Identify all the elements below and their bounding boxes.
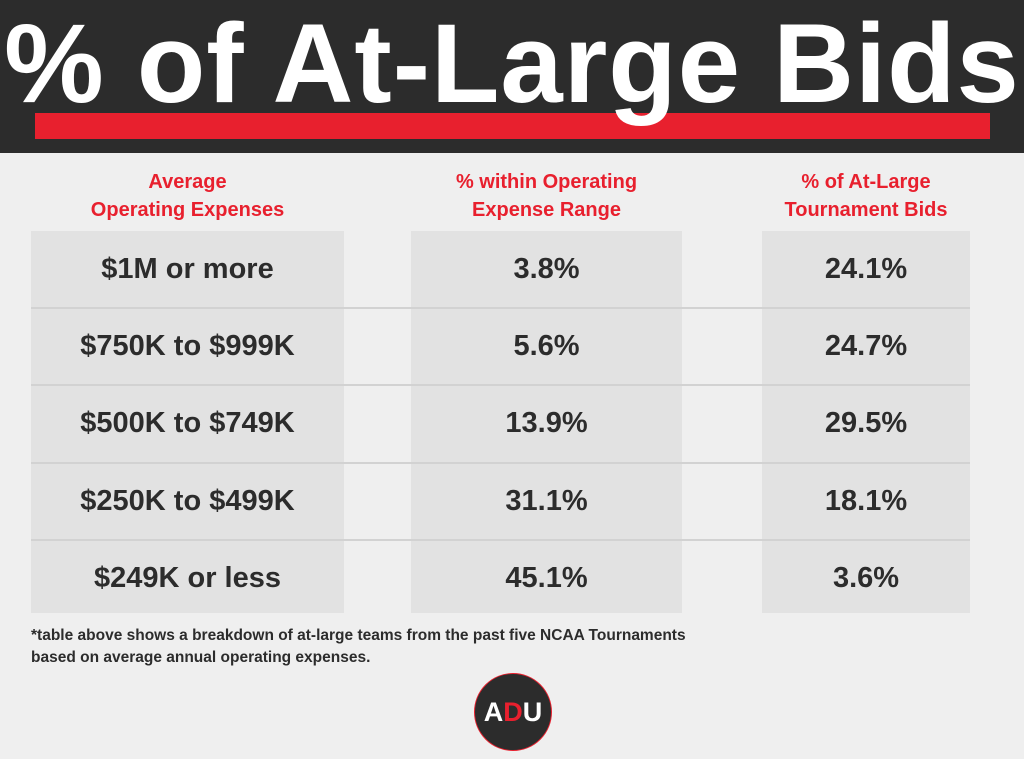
- header-line: Expense Range: [472, 199, 621, 221]
- cell-percent-within-range: 3.8%: [513, 253, 580, 285]
- cell-percent-within-range: 31.1%: [505, 484, 588, 517]
- header-line: % within Operating: [455, 171, 638, 193]
- cell-percent-at-large-bids: 3.6%: [832, 561, 900, 594]
- cell-operating-expenses: $750K to $999K: [80, 330, 295, 363]
- adu-logo: ADU: [474, 673, 552, 751]
- header-line: Operating Expenses: [90, 199, 285, 221]
- cell-operating-expenses: $500K to $749K: [80, 407, 295, 440]
- cell-percent-at-large-bids: 24.1%: [824, 253, 908, 285]
- header-line: Average: [148, 171, 227, 193]
- cell-percent-at-large-bids: 18.1%: [824, 484, 908, 517]
- row-divider: [31, 461, 970, 464]
- column-background: [31, 231, 344, 613]
- footnote: *table above shows a breakdown of at-lar…: [31, 625, 686, 669]
- column-background: [762, 231, 970, 613]
- cell-percent-within-range: 45.1%: [505, 561, 588, 594]
- row-divider: [31, 307, 970, 310]
- column-header-operating-expenses: Average Operating Expenses: [31, 168, 344, 224]
- cell-operating-expenses: $1M or more: [101, 253, 274, 285]
- page-title: % of At-Large Bids: [4, 1, 1020, 126]
- cell-operating-expenses: $249K or less: [93, 561, 281, 594]
- footnote-line: based on average annual operating expens…: [31, 649, 371, 666]
- row-divider: [31, 384, 970, 387]
- cell-operating-expenses: $250K to $499K: [80, 484, 295, 517]
- cell-percent-at-large-bids: 24.7%: [824, 330, 908, 363]
- header-banner: % of At-Large Bids: [0, 0, 1024, 153]
- column-background: [411, 231, 682, 613]
- column-header-percent-within-range: % within Operating Expense Range: [411, 168, 682, 224]
- logo-letter: D: [503, 697, 523, 727]
- footnote-line: *table above shows a breakdown of at-lar…: [31, 627, 686, 644]
- title-underline-bar: [35, 113, 990, 139]
- column-header-percent-at-large-bids: % of At-Large Tournament Bids: [762, 168, 970, 224]
- cell-percent-within-range: 5.6%: [513, 330, 580, 363]
- cell-percent-at-large-bids: 29.5%: [824, 407, 908, 440]
- header-line: % of At-Large: [801, 171, 931, 193]
- logo-letter: U: [522, 697, 543, 727]
- header-line: Tournament Bids: [784, 199, 948, 221]
- row-divider: [31, 538, 970, 541]
- cell-percent-within-range: 13.9%: [505, 407, 588, 440]
- logo-letter: A: [483, 697, 504, 727]
